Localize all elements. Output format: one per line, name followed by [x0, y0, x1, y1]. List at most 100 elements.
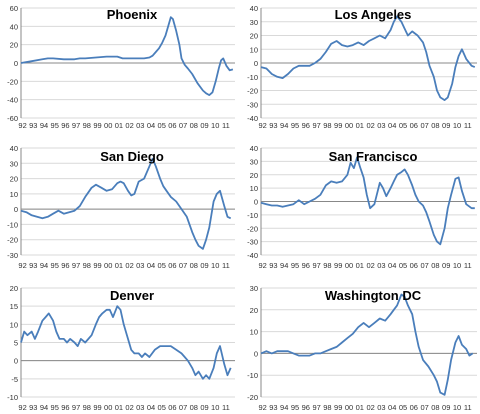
y-tick-label: 30 [250, 157, 258, 166]
x-tick-label: 09 [200, 403, 208, 412]
x-tick-label: 94 [40, 121, 48, 130]
x-tick-label: 04 [388, 261, 396, 270]
x-tick-label: 08 [190, 403, 198, 412]
x-tick-label: 09 [200, 261, 208, 270]
y-tick-label: 40 [10, 144, 18, 153]
y-tick-label: -10 [7, 220, 18, 229]
x-tick-label: 93 [269, 121, 277, 130]
x-tick-label: 02 [125, 261, 133, 270]
y-tick-label: 40 [250, 4, 258, 13]
y-tick-label: 10 [10, 320, 18, 329]
x-tick-label: 06 [168, 121, 176, 130]
x-tick-label: 07 [420, 121, 428, 130]
x-tick-label: 97 [312, 261, 320, 270]
x-tick-label: 00 [345, 403, 353, 412]
x-tick-label: 07 [179, 403, 187, 412]
x-tick-label: 93 [29, 121, 37, 130]
y-tick-label: 20 [10, 284, 18, 293]
x-tick-label: 93 [29, 403, 37, 412]
x-tick-label: 96 [61, 121, 69, 130]
y-tick-label: -20 [247, 393, 258, 402]
x-tick-label: 99 [93, 403, 101, 412]
x-tick-label: 08 [190, 261, 198, 270]
x-tick-label: 96 [302, 261, 310, 270]
y-tick-label: 0 [254, 198, 258, 207]
x-tick-label: 01 [356, 121, 364, 130]
x-tick-label: 96 [302, 403, 310, 412]
x-tick-label: 09 [442, 403, 450, 412]
x-tick-label: 01 [115, 121, 123, 130]
x-tick-label: 05 [399, 121, 407, 130]
x-tick-label: 99 [93, 261, 101, 270]
y-tick-label: -40 [7, 96, 18, 105]
x-tick-label: 00 [104, 403, 112, 412]
x-tick-label: 08 [431, 403, 439, 412]
y-tick-label: 20 [250, 171, 258, 180]
y-tick-label: -60 [7, 114, 18, 123]
x-tick-label: 94 [40, 403, 48, 412]
x-tick-label: 00 [104, 261, 112, 270]
chart-title: Los Angeles [335, 7, 412, 22]
y-tick-label: -10 [247, 211, 258, 220]
x-tick-label: 04 [147, 261, 155, 270]
x-tick-label: 93 [29, 261, 37, 270]
x-tick-label: 98 [323, 403, 331, 412]
x-tick-label: 95 [51, 403, 59, 412]
x-tick-label: 07 [179, 121, 187, 130]
x-tick-label: 11 [464, 403, 472, 412]
x-tick-label: 11 [222, 261, 230, 270]
x-tick-label: 92 [258, 403, 266, 412]
x-tick-label: 92 [258, 121, 266, 130]
y-tick-label: -20 [247, 87, 258, 96]
series-line [260, 15, 476, 101]
y-tick-label: -20 [247, 224, 258, 233]
x-tick-label: 01 [356, 403, 364, 412]
x-tick-label: 00 [345, 261, 353, 270]
series-line [260, 156, 475, 246]
y-tick-label: 40 [10, 22, 18, 31]
x-tick-label: 96 [61, 261, 69, 270]
x-tick-label: 01 [115, 403, 123, 412]
y-tick-label: 10 [250, 184, 258, 193]
x-tick-label: 08 [431, 121, 439, 130]
x-tick-label: 09 [200, 121, 208, 130]
y-tick-label: -10 [247, 73, 258, 82]
y-tick-label: 40 [250, 144, 258, 153]
x-tick-label: 04 [388, 403, 396, 412]
y-tick-label: -30 [247, 238, 258, 247]
x-tick-label: 01 [356, 261, 364, 270]
chart-title: Washington DC [325, 288, 422, 303]
x-tick-label: 97 [312, 121, 320, 130]
chart-title: Phoenix [107, 7, 158, 22]
y-tick-label: 20 [10, 41, 18, 50]
x-tick-label: 04 [147, 121, 155, 130]
x-tick-label: 04 [388, 121, 396, 130]
x-tick-label: 99 [334, 403, 342, 412]
x-tick-label: 10 [453, 403, 461, 412]
x-tick-label: 06 [410, 403, 418, 412]
y-tick-label: -20 [7, 77, 18, 86]
x-tick-label: 08 [190, 121, 198, 130]
x-tick-label: 99 [334, 121, 342, 130]
y-tick-label: -10 [247, 371, 258, 380]
x-tick-label: 04 [147, 403, 155, 412]
y-tick-label: -40 [247, 114, 258, 123]
y-tick-label: 20 [250, 306, 258, 315]
x-tick-label: 00 [345, 121, 353, 130]
x-tick-label: 92 [18, 403, 26, 412]
y-tick-label: 0 [254, 59, 258, 68]
y-tick-label: 10 [250, 45, 258, 54]
series-line [20, 16, 234, 96]
x-tick-label: 11 [464, 261, 472, 270]
x-tick-label: 01 [115, 261, 123, 270]
x-tick-label: 97 [312, 403, 320, 412]
x-tick-label: 02 [125, 403, 133, 412]
x-tick-label: 05 [158, 121, 166, 130]
x-tick-label: 10 [453, 121, 461, 130]
x-tick-label: 98 [83, 403, 91, 412]
x-tick-label: 06 [410, 121, 418, 130]
y-tick-label: 60 [10, 4, 18, 13]
